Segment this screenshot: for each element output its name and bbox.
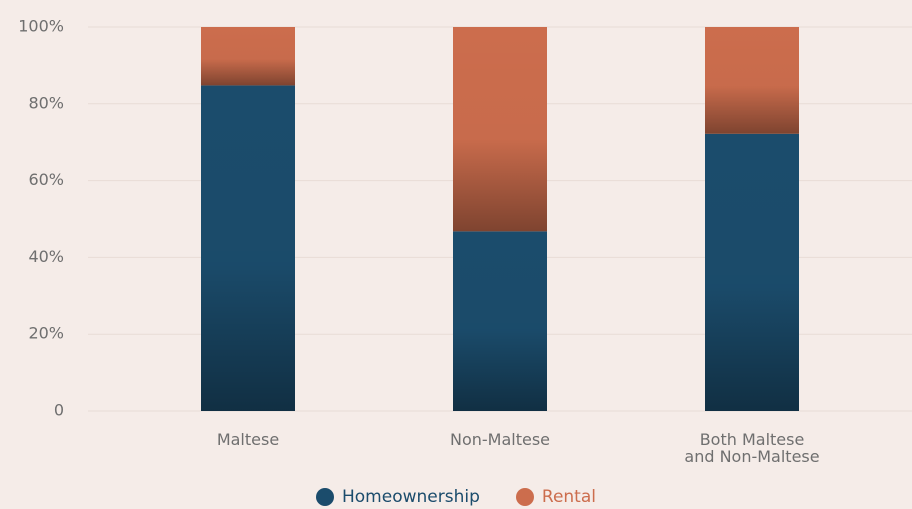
y-tick-label: 100% [18, 17, 64, 36]
y-tick-label: 20% [28, 324, 64, 343]
y-tick-label: 40% [28, 247, 64, 266]
y-tick-label: 0 [54, 401, 64, 420]
x-tick-label: Maltese [216, 430, 280, 449]
x-tick-label: Non-Maltese [449, 430, 551, 449]
bar-shade [705, 27, 799, 134]
legend-item: Homeownership [316, 487, 480, 507]
y-tick-label: 60% [28, 170, 64, 189]
bar-shade [201, 27, 295, 86]
bar-shade [453, 27, 547, 232]
x-tick-label: Both Maltese and Non-Maltese [684, 430, 820, 466]
legend-swatch [515, 488, 534, 506]
bar-shade [201, 85, 295, 412]
legend-swatch [316, 488, 334, 506]
y-tick-label: 80% [28, 93, 64, 112]
bar-shade [705, 133, 799, 411]
bar-shade [453, 231, 547, 411]
legend-label: Rental [541, 487, 596, 507]
legend-item: Rental [515, 487, 596, 507]
legend: Homeownership Rental [0, 487, 912, 507]
legend-label: Homeownership [342, 487, 480, 507]
